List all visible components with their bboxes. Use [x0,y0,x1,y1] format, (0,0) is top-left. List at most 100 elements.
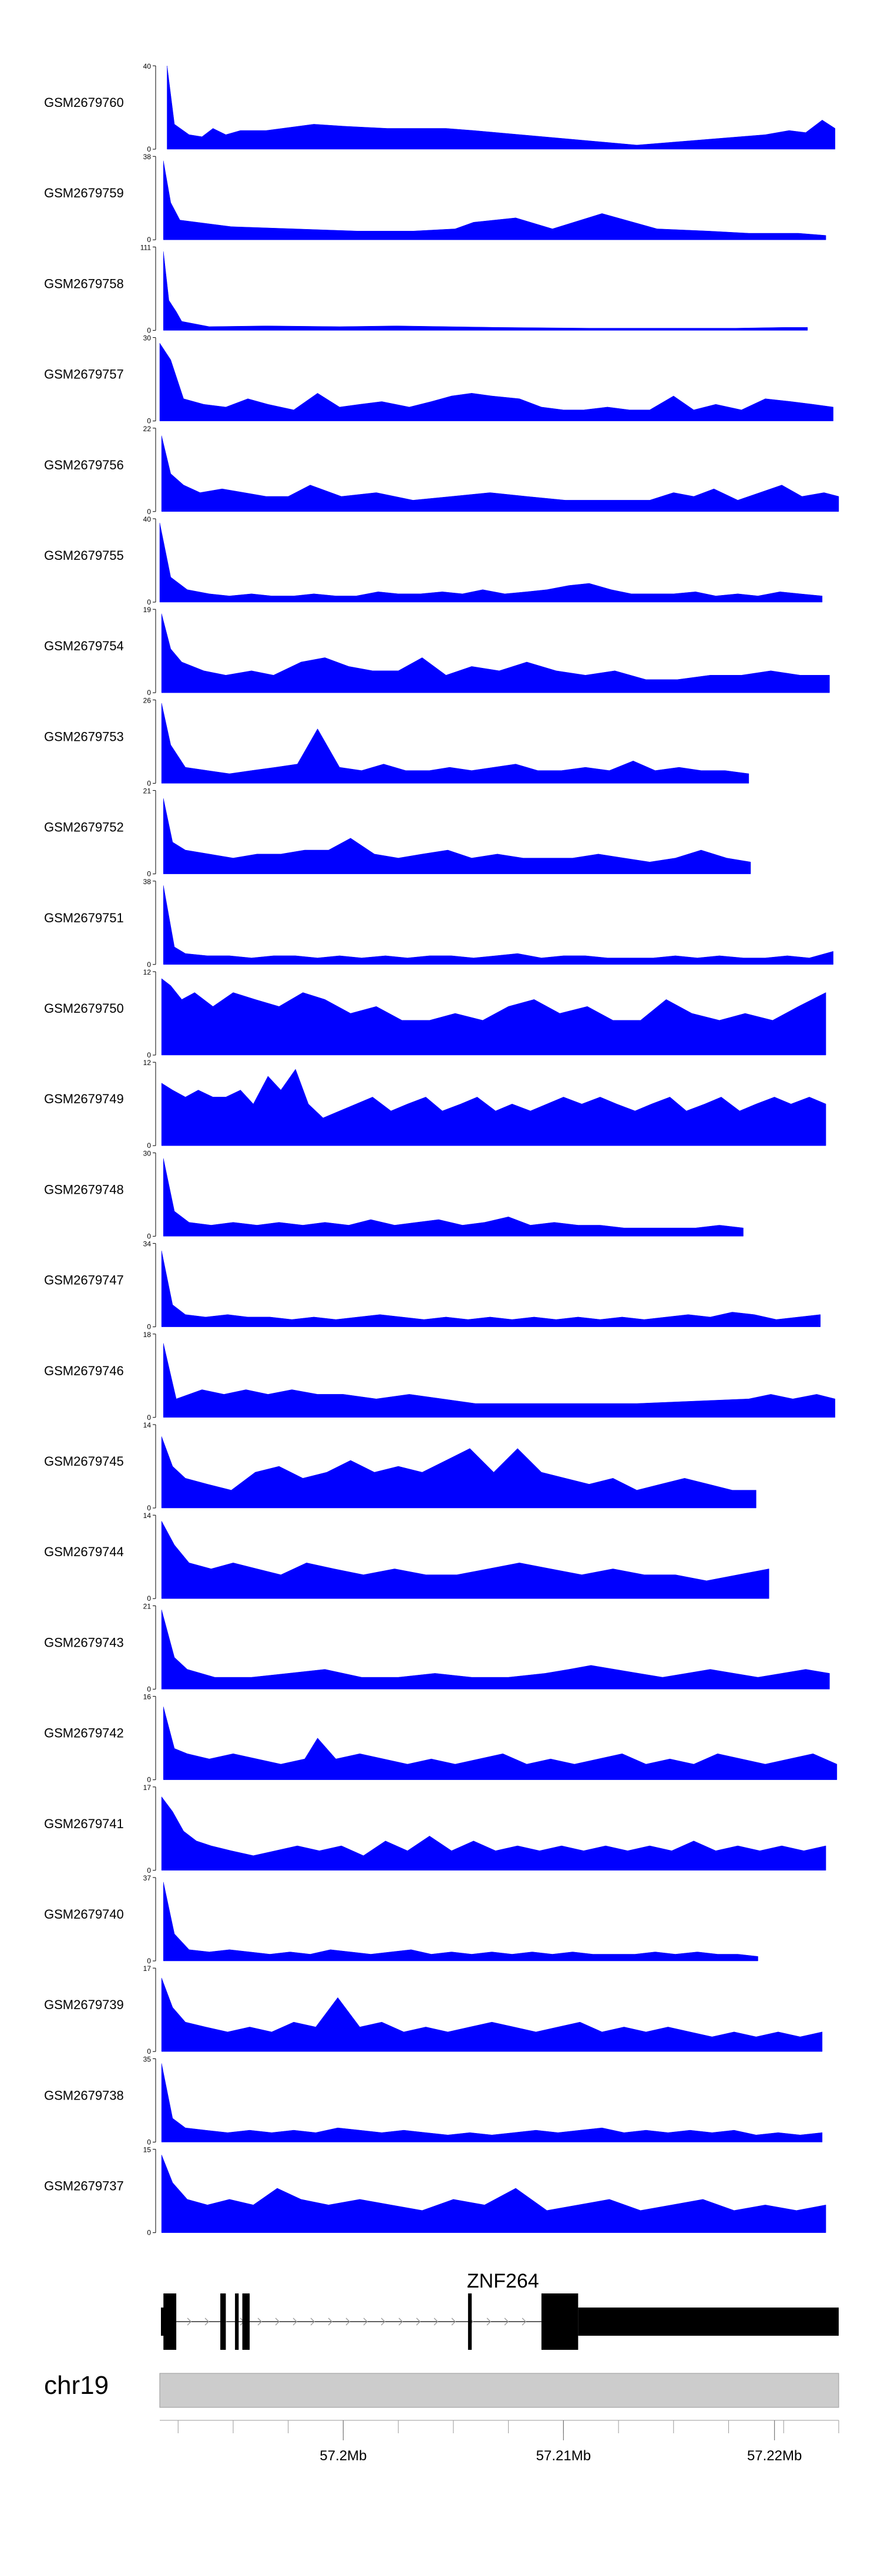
track-label: GSM2679739 [44,1997,124,2012]
y-tick-label-zero: 0 [147,688,151,697]
y-tick-label-max: 40 [143,515,152,523]
y-tick-label-max: 38 [143,878,152,886]
track-GSM2679748: GSM2679748 30 0 [44,1149,744,1240]
coverage-area [161,1521,769,1599]
y-tick-label-max: 12 [143,1059,152,1067]
coverage-area [161,1796,826,1871]
y-tick-label-zero: 0 [147,1594,151,1603]
track-label: GSM2679748 [44,1182,124,1197]
strand-chevron [398,2318,403,2326]
track-label: GSM2679757 [44,367,124,382]
y-tick-label-max: 37 [143,1874,152,1882]
track-label: GSM2679750 [44,1001,124,1016]
coverage-area [161,1251,821,1327]
strand-chevron [292,2318,298,2326]
gene-track: ZNF264 [161,2270,839,2350]
track-GSM2679760: GSM2679760 40 0 [44,62,836,153]
gene-name-label: ZNF264 [467,2270,539,2292]
track-label: GSM2679755 [44,548,124,563]
genome-axis: chr19 57.2Mb 57.21Mb 57.22Mb [44,2371,839,2464]
track-GSM2679741: GSM2679741 17 0 [44,1784,826,1875]
y-tick-label-max: 26 [143,696,152,704]
x-tick-label: 57.22Mb [747,2448,802,2464]
coverage-area [161,2063,823,2142]
y-tick-label-max: 19 [143,606,152,614]
track-GSM2679753: GSM2679753 26 0 [44,696,749,787]
y-tick-label-zero: 0 [147,1141,151,1150]
coverage-area [161,1610,830,1690]
track-GSM2679757: GSM2679757 30 0 [44,334,833,425]
y-tick-label-zero: 0 [147,1866,151,1875]
exon-block [235,2293,239,2350]
y-tick-label-max: 17 [143,1784,152,1792]
y-tick-label-max: 30 [143,1149,152,1157]
coverage-area [161,703,749,784]
chromosome-label: chr19 [44,2371,109,2400]
y-tick-label-zero: 0 [147,2138,151,2146]
strand-chevron [416,2318,421,2326]
y-tick-label-max: 18 [143,1331,152,1339]
track-label: GSM2679753 [44,729,124,744]
coverage-area [159,523,823,603]
track-label: GSM2679746 [44,1363,124,1378]
coverage-area [163,885,833,965]
track-GSM2679750: GSM2679750 12 0 [44,968,826,1059]
coverage-area [163,1343,836,1418]
coverage-area [163,1707,838,1780]
y-tick-label-zero: 0 [147,2047,151,2056]
y-tick-label-max: 38 [143,153,152,161]
track-GSM2679742: GSM2679742 16 0 [44,1693,838,1784]
track-GSM2679746: GSM2679746 18 0 [44,1331,836,1422]
exon-block [541,2293,579,2350]
track-label: GSM2679745 [44,1454,124,1469]
coverage-area [161,2155,826,2233]
strand-chevron [451,2318,456,2326]
y-tick-label-max: 15 [143,2146,152,2154]
y-tick-label-max: 14 [143,1512,152,1520]
y-tick-label-zero: 0 [147,1323,151,1331]
coverage-area [163,1882,758,1962]
y-tick-label-max: 30 [143,334,152,342]
track-GSM2679745: GSM2679745 14 0 [44,1421,756,1512]
y-tick-label-max: 34 [143,1240,152,1248]
y-tick-label-max: 35 [143,2055,152,2063]
coverage-area [161,613,830,693]
tracks-layer: GSM2679760400GSM2679759380GSM26797581110… [44,62,839,2237]
x-tick-label: 57.2Mb [320,2448,366,2464]
coverage-area [163,798,751,874]
coverage-area [167,65,836,150]
chromosome-bar [159,2373,839,2408]
y-tick-label-zero: 0 [147,508,151,516]
y-tick-label-zero: 0 [147,598,151,606]
strand-chevron [204,2318,210,2326]
track-GSM2679737: GSM2679737 15 0 [44,2146,826,2237]
exon-block [242,2293,250,2350]
track-GSM2679756: GSM2679756 22 0 [44,425,839,516]
track-GSM2679749: GSM2679749 12 0 [44,1059,826,1150]
track-label: GSM2679737 [44,2179,124,2194]
y-tick-label-zero: 0 [147,326,151,334]
utr-block [578,2308,839,2336]
strand-chevron [310,2318,315,2326]
track-label: GSM2679749 [44,1091,124,1106]
y-tick-label-zero: 0 [147,236,151,244]
y-tick-label-zero: 0 [147,1232,151,1240]
y-tick-label-max: 22 [143,425,152,433]
y-tick-label-max: 21 [143,1602,152,1610]
track-label: GSM2679759 [44,186,124,200]
strand-chevron [363,2318,368,2326]
strand-chevron [504,2318,509,2326]
y-tick-label-zero: 0 [147,1413,151,1422]
coverage-area [163,1158,744,1237]
y-tick-label-zero: 0 [147,779,151,787]
track-label: GSM2679752 [44,820,124,835]
coverage-area [159,342,833,421]
track-GSM2679738: GSM2679738 35 0 [44,2055,823,2146]
y-tick-label-max: 17 [143,1964,152,1973]
y-tick-label-max: 12 [143,968,152,976]
y-tick-label-zero: 0 [147,417,151,425]
track-GSM2679754: GSM2679754 19 0 [44,606,830,697]
y-tick-label-zero: 0 [147,1504,151,1512]
strand-chevron [328,2318,333,2326]
